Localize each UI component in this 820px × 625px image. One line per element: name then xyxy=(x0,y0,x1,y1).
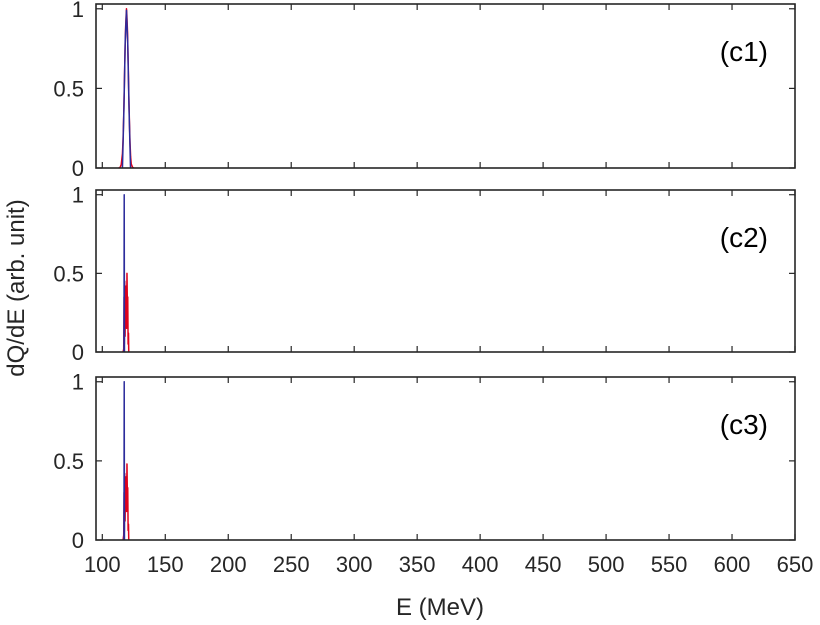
x-tick-label: 150 xyxy=(147,552,184,577)
panel-1: 0 0.5 1 (c1) xyxy=(53,0,796,181)
x-tick-label: 650 xyxy=(777,552,814,577)
panel-1-series-2-line xyxy=(121,9,132,169)
panel-3-y-tick-label: 1 xyxy=(72,370,84,395)
panel-1-frame xyxy=(95,3,796,169)
x-tick-label: 300 xyxy=(336,552,373,577)
panel-3-y-tick-label: 0.5 xyxy=(53,449,84,474)
panel-3-series-2-line xyxy=(123,381,126,541)
panel-2-y-tick-label: 1 xyxy=(72,183,84,208)
panel-3: 100 150 200 250 300 350 400 450 500 550 600 650 0 0.5… xyxy=(53,370,813,577)
panel-1-label: (c1) xyxy=(720,36,768,67)
x-tick-label: 550 xyxy=(651,552,688,577)
panels-group: 0 0.5 1 (c1) 0 0.5 1 (c2) 100 150 200 250 300 350 400 4… xyxy=(53,0,813,577)
panel-1-y-tick-label: 0 xyxy=(72,156,84,181)
panel-3-label: (c3) xyxy=(720,409,768,440)
x-tick-label: 200 xyxy=(210,552,247,577)
x-axis-title: E (MeV) xyxy=(396,594,484,621)
x-tick-label: 350 xyxy=(399,552,436,577)
x-tick-label: 450 xyxy=(525,552,562,577)
x-tick-label: 100 xyxy=(84,552,121,577)
x-tick-label: 400 xyxy=(462,552,499,577)
panel-2-y-tick-label: 0 xyxy=(72,340,84,365)
panel-2: 0 0.5 1 (c2) xyxy=(53,183,796,365)
panel-2-frame xyxy=(95,189,796,353)
x-tick-label: 600 xyxy=(714,552,751,577)
panel-2-series-2-line xyxy=(123,193,126,353)
panel-2-label: (c2) xyxy=(720,222,768,253)
panel-1-y-tick-label: 0.5 xyxy=(53,76,84,101)
panel-1-y-tick-label: 1 xyxy=(72,0,84,22)
panel-2-y-tick-label: 0.5 xyxy=(53,261,84,286)
x-tick-label: 500 xyxy=(588,552,625,577)
panel-3-frame xyxy=(95,376,796,541)
panel-3-y-tick-label: 0 xyxy=(72,528,84,553)
x-tick-label: 250 xyxy=(273,552,310,577)
y-axis-title: dQ/dE (arb. unit) xyxy=(3,199,30,376)
